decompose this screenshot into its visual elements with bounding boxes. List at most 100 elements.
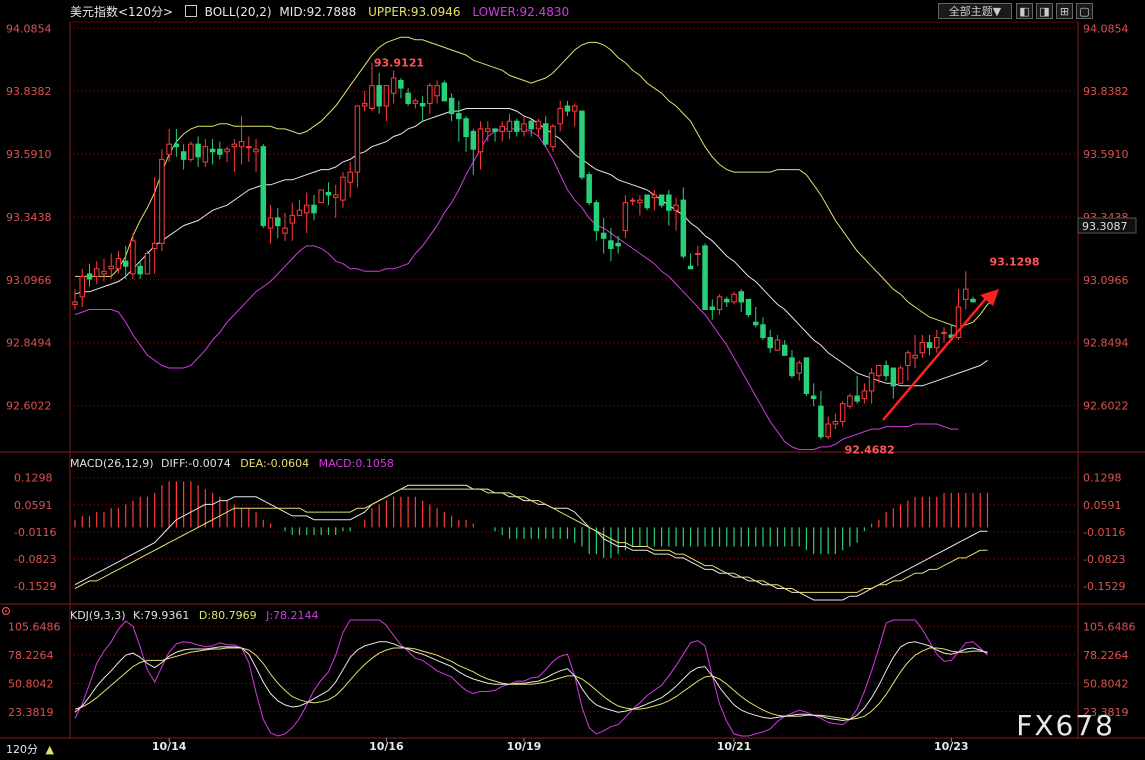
- candle: [615, 235, 621, 254]
- candle: [253, 139, 259, 173]
- candle: [282, 212, 288, 241]
- candle-body: [390, 77, 397, 94]
- candle-body: [354, 105, 361, 173]
- candle: [434, 80, 440, 104]
- candle-body: [521, 123, 527, 132]
- candles: [72, 62, 976, 440]
- candle: [506, 113, 513, 140]
- candle: [731, 291, 737, 305]
- candle-body: [839, 403, 846, 422]
- candle: [550, 123, 556, 152]
- candle-body: [637, 199, 643, 204]
- candle: [492, 128, 498, 142]
- candle-body: [651, 194, 658, 199]
- macd-dea-label: DEA:-0.0604: [240, 457, 309, 470]
- candle: [101, 258, 107, 282]
- watermark-logo: FX678: [1016, 709, 1115, 742]
- candle: [825, 416, 831, 440]
- candle: [311, 195, 317, 221]
- candle-body: [644, 194, 650, 209]
- trend-arrow-icon: [882, 289, 999, 421]
- period-selector[interactable]: 120分 ▲: [6, 741, 54, 757]
- axis-labels: 94.0854 94.0854 93.8382 93.8382 93.5910 93.59…: [6, 22, 1136, 719]
- candle: [405, 88, 411, 106]
- candle-body: [847, 395, 853, 407]
- candle: [376, 72, 382, 114]
- kdj-tick-right-1: 78.2264: [1083, 649, 1129, 662]
- candle-body: [477, 128, 484, 153]
- candle-body: [456, 113, 462, 120]
- maximize-icon[interactable]: ▢: [1076, 3, 1093, 19]
- candle: [695, 245, 701, 267]
- candle-body: [579, 110, 585, 178]
- y-tick-left-2: 93.5910: [6, 148, 52, 161]
- y-tick-right-4: 93.0966: [1083, 274, 1129, 287]
- candle: [209, 139, 216, 165]
- boll-label: BOLL(20,2): [204, 5, 272, 19]
- zoom-icon[interactable]: ⊞: [1056, 3, 1073, 19]
- candle: [586, 172, 592, 206]
- candle-body: [912, 354, 918, 359]
- kdj-tick-left-2: 50.8042: [8, 677, 54, 690]
- candle-body: [535, 120, 542, 130]
- candle-body: [854, 395, 860, 402]
- candle-body: [275, 217, 281, 227]
- candle: [644, 194, 650, 211]
- y-tick-left-5: 92.8494: [6, 337, 52, 350]
- candle-body: [926, 342, 933, 349]
- candle-body: [745, 298, 752, 316]
- candle-body: [781, 344, 788, 356]
- candle-body: [673, 204, 679, 211]
- candle-body: [144, 253, 151, 275]
- left-panel-icon[interactable]: ◧: [1016, 3, 1033, 19]
- candle: [876, 364, 882, 384]
- candle-body: [528, 120, 534, 130]
- candle: [716, 294, 723, 315]
- candle-body: [441, 82, 448, 102]
- candle: [419, 95, 426, 122]
- period-up-icon[interactable]: ▲: [45, 743, 54, 756]
- candle-body: [296, 209, 303, 216]
- candle-body: [448, 97, 455, 115]
- candle: [608, 228, 614, 262]
- candle-body: [303, 204, 310, 214]
- candle: [868, 368, 875, 404]
- frame: [0, 21, 1145, 739]
- y-tick-right-5: 92.8494: [1083, 337, 1129, 350]
- candle: [557, 100, 563, 132]
- candle-body: [427, 85, 433, 104]
- boll-lower-line: [74, 128, 959, 450]
- candle-body: [253, 148, 259, 153]
- candle: [86, 263, 93, 287]
- candle-body: [412, 100, 419, 104]
- candle: [398, 77, 404, 99]
- candle: [861, 383, 868, 404]
- candle: [93, 261, 100, 285]
- candle: [535, 118, 542, 137]
- kdj-settings-icon[interactable]: [1, 606, 11, 616]
- candle-body: [108, 265, 114, 270]
- boll-settings-icon[interactable]: [184, 5, 197, 17]
- theme-dropdown[interactable]: 全部主题▼: [938, 3, 1012, 19]
- macd-tick-left-3: -0.0823: [14, 553, 56, 566]
- y-tick-right-0: 94.0854: [1083, 22, 1129, 35]
- candle: [651, 189, 658, 211]
- candle-body: [571, 105, 578, 112]
- macd-panel: [74, 481, 989, 601]
- candle-body: [542, 123, 549, 145]
- candle: [796, 360, 802, 381]
- price-annotation-1: 92.4682: [845, 444, 895, 457]
- price-annotations: 93.9121 92.4682 93.1298: [374, 56, 1040, 456]
- candle-body: [608, 240, 614, 249]
- x-tick-2: 10/19: [507, 740, 542, 753]
- candle-body: [897, 367, 904, 384]
- right-panel-icon[interactable]: ◨: [1036, 3, 1053, 19]
- candle: [188, 141, 194, 162]
- x-tick-0: 10/14: [152, 740, 187, 753]
- candle: [463, 116, 469, 152]
- macd-title: MACD(26,12,9): [70, 457, 154, 470]
- candle-body: [361, 102, 368, 107]
- candle: [144, 250, 151, 275]
- candle-body: [231, 143, 238, 148]
